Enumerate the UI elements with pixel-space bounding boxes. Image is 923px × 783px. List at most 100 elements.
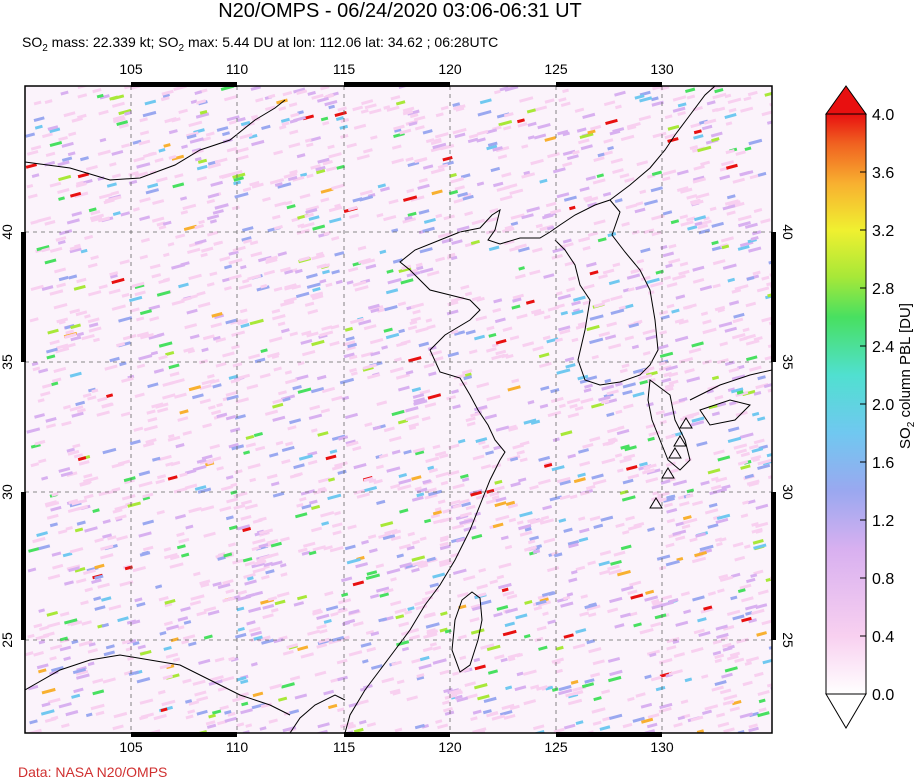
so2-pixel [750,236,759,241]
so2-pixel [36,531,49,537]
so2-pixel [97,396,108,403]
so2-pixel [647,527,655,532]
so2-pixel [27,193,38,199]
so2-pixel [761,110,772,117]
so2-pixel [437,163,449,169]
so2-pixel [182,634,196,641]
so2-pixel [237,117,246,122]
so2-pixel [278,106,287,111]
so2-pixel [652,131,667,139]
so2-pixel [380,186,390,192]
so2-pixel [240,515,252,521]
so2-pixel [677,110,686,116]
so2-pixel [757,458,772,466]
so2-pixel [476,129,489,136]
so2-pixel [84,234,94,240]
so2-pixel [248,626,261,633]
so2-pixel [428,489,443,497]
mongolia-border [25,99,286,181]
so2-pixel [391,158,404,165]
so2-pixel [457,591,469,598]
so2-pixel [542,335,551,341]
so2-pixel [60,471,73,478]
so2-pixel [365,263,377,270]
so2-pixel [468,349,478,355]
so2-pixel [665,365,678,372]
so2-pixel [180,261,190,267]
so2-pixel [727,387,736,392]
so2-pixel [230,427,241,433]
so2-pixel [706,100,716,106]
so2-pixel [551,551,559,556]
so2-pixel [75,182,87,188]
graticule [25,86,772,733]
so2-pixel [426,324,436,330]
so2-pixel [521,172,536,179]
so2-pixel [250,114,259,120]
so2-pixel [295,291,310,299]
so2-pixel [196,175,208,182]
so2-pixel [297,547,308,553]
so2-pixel [255,445,266,452]
so2-pixel [448,189,459,196]
so2-pixel [29,317,39,323]
so2-pixel [428,468,438,474]
so2-pixel [510,213,525,220]
so2-pixel [352,580,365,587]
so2-pixel [672,274,686,281]
so2-pixel [337,106,347,112]
so2-pixel [415,262,423,268]
so2-pixel [55,236,67,242]
so2-pixel [457,191,469,198]
so2-pixel [470,490,482,497]
so2-pixel [486,488,495,494]
so2-pixel [331,395,343,402]
so2-pixel [574,107,585,113]
so2-pixel [44,99,53,104]
so2-pixel [82,392,92,398]
so2-pixel [519,457,528,463]
so2-pixel [726,210,736,216]
so2-pixel [460,473,469,479]
so2-pixel [321,263,331,269]
so2-pixel [319,628,328,634]
so2-pixel [272,214,281,220]
so2-pixel [414,125,425,131]
so2-pixel [492,146,503,152]
so2-pixel [153,713,167,721]
so2-pixel [182,678,192,684]
so2-pixel [225,318,237,325]
so2-pixel [496,605,509,611]
so2-pixel [562,131,570,137]
so2-pixel [448,443,460,450]
so2-pixel [176,544,186,550]
so2-pixel [188,641,197,647]
so2-pixel [305,142,314,148]
so2-pixel [75,400,86,407]
so2-pixel [456,225,470,232]
so2-pixel [25,132,36,138]
so2-pixel [732,614,745,621]
so2-pixel [728,367,740,373]
so2-pixel [88,322,99,328]
so2-pixel [434,132,449,139]
so2-pixel [146,409,156,415]
so2-pixel [453,330,466,336]
so2-pixel [579,611,590,617]
so2-pixel [538,455,551,462]
so2-pixel [29,728,42,733]
so2-pixel [385,332,400,340]
so2-pixel [599,550,612,556]
so2-pixel [94,563,105,570]
so2-pixel [225,390,238,397]
so2-pixel [188,700,200,706]
so2-pixel [391,144,402,150]
so2-pixel [480,643,495,650]
so2-pixel [418,663,432,670]
so2-pixel [715,476,728,483]
so2-pixel [761,275,770,281]
so2-pixel [102,519,111,524]
so2-pixel [726,609,741,616]
so2-pixel [749,365,762,372]
so2-pixel [725,149,735,155]
